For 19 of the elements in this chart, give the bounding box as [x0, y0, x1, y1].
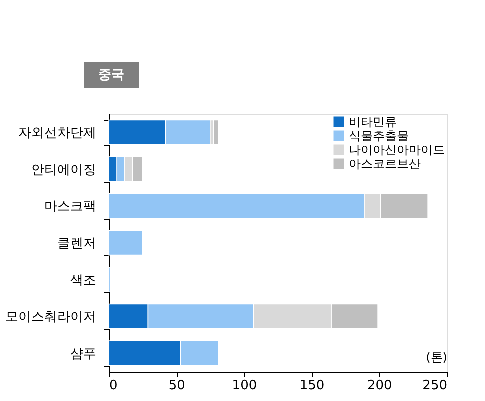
x-tick-label: 50	[168, 378, 186, 394]
y-tick-label: 자외선차단제	[18, 126, 96, 142]
legend-label: 나이아신아마이드	[349, 143, 445, 157]
x-axis-title: (톤)	[426, 350, 448, 364]
legend-label: 아스코르브산	[349, 157, 421, 171]
y-tick-label: 모이스춰라이저	[6, 310, 96, 326]
x-tick-label: 150	[300, 378, 325, 394]
legend-label: 식물추출물	[349, 129, 409, 143]
x-tick-label: 250	[422, 378, 448, 394]
y-tick-label: 클렌저	[58, 236, 96, 252]
chart-title: 중국	[98, 68, 124, 83]
y-tick-label: 마스크팩	[44, 200, 96, 215]
y-tick-label: 샴푸	[70, 346, 96, 362]
x-tick-label: 200	[367, 378, 392, 394]
legend-label: 비타민류	[349, 115, 397, 129]
y-tick-label: 안티에이징	[32, 162, 96, 178]
x-tick-label: 0	[110, 378, 118, 394]
x-tick-label: 100	[232, 378, 258, 394]
y-tick-label: 색조	[70, 273, 96, 288]
